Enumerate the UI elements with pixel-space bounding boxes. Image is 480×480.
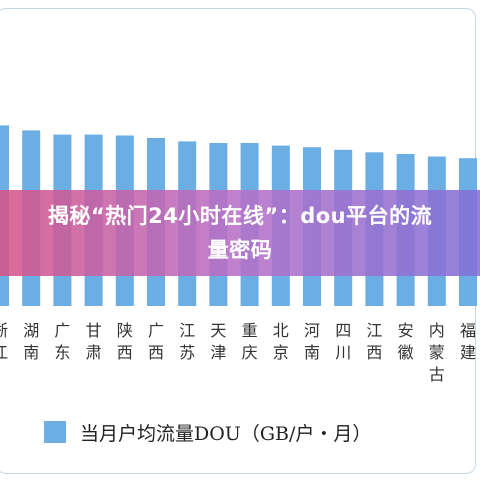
legend-label: 当月户均流量DOU（GB/户・月） — [80, 422, 372, 445]
x-tick-label: 安徽 — [398, 321, 414, 362]
x-tick-label: 四川 — [335, 321, 351, 362]
x-tick-label: 陕西 — [117, 321, 133, 362]
x-tick-label: 天津 — [210, 321, 226, 362]
x-tick-label: 福建 — [460, 321, 476, 362]
category-labels: 浙江湖南广东甘肃陕西广西江苏天津重庆北京河南四川江西安徽内蒙古福建 — [0, 321, 476, 384]
x-tick-label: 湖南 — [23, 321, 39, 362]
x-tick-label: 广西 — [148, 321, 164, 362]
title-banner: 揭秘“热门24小时在线”：dou平台的流量密码 — [0, 190, 480, 276]
x-tick-label: 广东 — [54, 321, 70, 362]
x-tick-label: 甘肃 — [86, 321, 102, 362]
x-tick-label: 河南 — [304, 321, 320, 362]
x-tick-label: 浙江 — [0, 321, 8, 362]
legend: 当月户均流量DOU（GB/户・月） — [44, 418, 371, 446]
x-tick-label: 重庆 — [242, 321, 258, 362]
x-tick-label: 内蒙古 — [429, 321, 445, 384]
x-tick-label: 江苏 — [179, 321, 195, 362]
banner-title: 揭秘“热门24小时在线”：dou平台的流量密码 — [47, 204, 433, 262]
x-tick-label: 江西 — [366, 321, 382, 362]
legend-swatch — [44, 421, 66, 443]
x-tick-label: 北京 — [273, 321, 289, 362]
